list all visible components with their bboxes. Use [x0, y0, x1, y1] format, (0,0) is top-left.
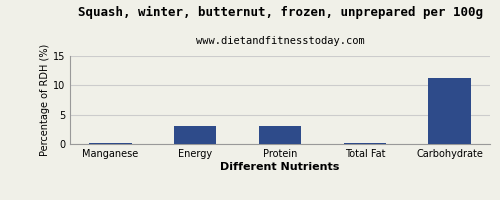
Bar — [344, 143, 386, 144]
Bar — [428, 78, 471, 144]
Bar — [89, 143, 132, 144]
Text: www.dietandfitnesstoday.com: www.dietandfitnesstoday.com — [196, 36, 364, 46]
Y-axis label: Percentage of RDH (%): Percentage of RDH (%) — [40, 44, 50, 156]
Text: Squash, winter, butternut, frozen, unprepared per 100g: Squash, winter, butternut, frozen, unpre… — [78, 6, 482, 19]
Bar — [259, 126, 301, 144]
Bar — [174, 126, 216, 144]
X-axis label: Different Nutrients: Different Nutrients — [220, 162, 340, 172]
